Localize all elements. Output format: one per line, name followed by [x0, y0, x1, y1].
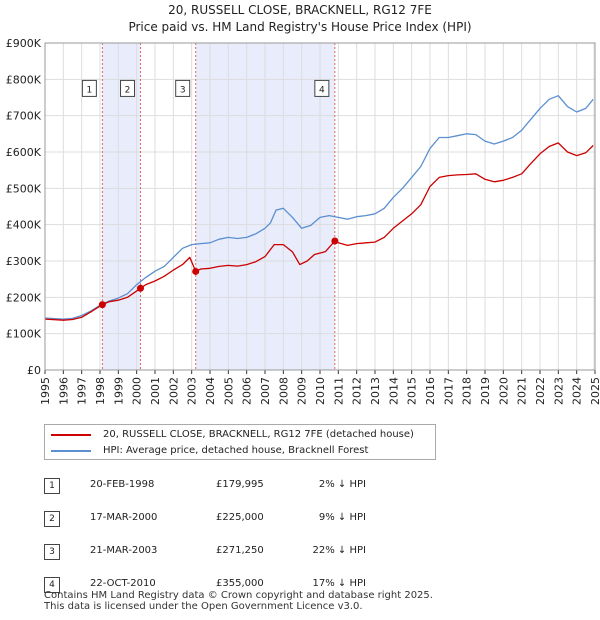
x-tick-label: 2014	[387, 377, 400, 405]
x-tick-label: 2013	[369, 377, 382, 405]
sale-date: 22-OCT-2010	[90, 578, 156, 589]
sale-label-box	[81, 79, 97, 97]
table-row: 1 20-FEB-1998 £179,995 2% ↓ HPI	[44, 476, 384, 509]
x-tick-label: 1997	[76, 377, 89, 405]
sale-label-box	[120, 79, 136, 97]
x-tick-label: 2025	[589, 377, 600, 405]
transactions-table: 1 20-FEB-1998 £179,995 2% ↓ HPI 2 17-MAR…	[44, 476, 384, 608]
x-tick-label: 2020	[497, 377, 510, 405]
footer-line2: This data is licensed under the Open Gov…	[44, 601, 363, 612]
sale-label-box	[175, 79, 191, 97]
legend-label-hpi: HPI: Average price, detached house, Brac…	[103, 445, 369, 456]
legend-swatch-hpi	[51, 450, 91, 452]
x-tick-label: 2000	[131, 377, 144, 405]
y-tick-label: £500K	[6, 182, 42, 195]
x-tick-label: 2009	[296, 377, 309, 405]
sale-point	[331, 237, 339, 245]
x-tick-label: 2010	[314, 377, 327, 405]
sale-number-badge: 3	[44, 544, 60, 560]
sale-label-box	[314, 79, 330, 97]
chart-title-line1: 20, RUSSELL CLOSE, BRACKNELL, RG12 7FE	[168, 3, 432, 17]
y-tick-label: £400K	[6, 219, 42, 232]
sale-hpi-diff: 9% ↓ HPI	[318, 512, 366, 523]
chart-title: 20, RUSSELL CLOSE, BRACKNELL, RG12 7FE P…	[0, 2, 600, 36]
x-tick-label: 2019	[479, 377, 492, 405]
legend-label-property: 20, RUSSELL CLOSE, BRACKNELL, RG12 7FE (…	[103, 429, 414, 440]
sale-price: £355,000	[216, 578, 264, 589]
y-tick-label: £600K	[6, 146, 42, 159]
sale-hpi-diff: 2% ↓ HPI	[318, 479, 366, 490]
x-tick-label: 2015	[406, 377, 419, 405]
legend: 20, RUSSELL CLOSE, BRACKNELL, RG12 7FE (…	[44, 424, 436, 460]
property-price-line	[44, 142, 594, 321]
x-tick-label: 2008	[277, 377, 290, 405]
x-tick-label: 2007	[259, 377, 272, 405]
footer-note: Contains HM Land Registry data © Crown c…	[44, 590, 433, 612]
y-tick-label: £0	[27, 364, 41, 377]
plot-frame	[44, 42, 596, 371]
x-tick-label: 2017	[442, 377, 455, 405]
x-tick-label: 1995	[39, 377, 52, 405]
footer-line1: Contains HM Land Registry data © Crown c…	[44, 590, 433, 601]
x-tick-label: 2012	[351, 377, 364, 405]
x-tick-label: 2002	[167, 377, 180, 405]
sale-label-number: 3	[180, 85, 186, 95]
sale-point	[137, 284, 145, 292]
sale-label-number: 4	[319, 85, 325, 95]
y-tick-label: £900K	[6, 37, 42, 50]
y-tick-label: £100K	[6, 328, 42, 341]
sale-number-badge: 1	[44, 478, 60, 494]
x-tick-label: 2003	[186, 377, 199, 405]
sale-date: 20-FEB-1998	[90, 479, 155, 490]
x-tick-label: 2021	[516, 377, 529, 405]
sale-point	[192, 267, 200, 275]
table-row: 2 17-MAR-2000 £225,000 9% ↓ HPI	[44, 509, 384, 542]
x-tick-label: 1999	[112, 377, 125, 405]
table-row: 4 22-OCT-2010 £355,000 17% ↓ HPI	[44, 575, 384, 608]
table-row: 3 21-MAR-2003 £271,250 22% ↓ HPI	[44, 542, 384, 575]
x-tick-label: 2006	[241, 377, 254, 405]
hpi-line	[44, 95, 594, 320]
sale-price: £179,995	[216, 479, 264, 490]
sale-hpi-diff: 22% ↓ HPI	[312, 545, 366, 556]
sale-number-badge: 2	[44, 511, 60, 527]
legend-swatch-property	[51, 434, 91, 436]
y-tick-label: £200K	[6, 291, 42, 304]
sale-date: 17-MAR-2000	[90, 512, 158, 523]
x-tick-label: 2022	[534, 377, 547, 405]
sale-price: £271,250	[216, 545, 264, 556]
y-tick-label: £300K	[6, 255, 42, 268]
x-tick-label: 1996	[57, 377, 70, 405]
shaded-period	[102, 43, 141, 370]
sale-label-number: 1	[87, 85, 93, 95]
x-tick-label: 2005	[222, 377, 235, 405]
x-tick-label: 2016	[424, 377, 437, 405]
projection-strip	[593, 43, 595, 370]
x-tick-label: 2011	[332, 377, 345, 405]
x-tick-label: 2001	[149, 377, 162, 405]
x-tick-label: 2004	[204, 377, 217, 405]
price-chart: 1 2 3 4 £0 £100K £200K £300K £400K £500K £600K £70…	[6, 37, 600, 405]
x-tick-label: 2018	[461, 377, 474, 405]
y-tick-label: £800K	[6, 73, 42, 86]
sale-number-badge: 4	[44, 577, 60, 593]
x-tick-label: 2023	[552, 377, 565, 405]
chart-title-line2: Price paid vs. HM Land Registry's House …	[128, 20, 472, 34]
sale-label-number: 2	[125, 85, 131, 95]
sale-price: £225,000	[216, 512, 264, 523]
x-tick-label: 2024	[571, 377, 584, 405]
sale-date: 21-MAR-2003	[90, 545, 158, 556]
sale-point	[98, 301, 106, 309]
sale-hpi-diff: 17% ↓ HPI	[312, 578, 366, 589]
y-tick-label: £700K	[6, 110, 42, 123]
x-tick-label: 1998	[94, 377, 107, 405]
